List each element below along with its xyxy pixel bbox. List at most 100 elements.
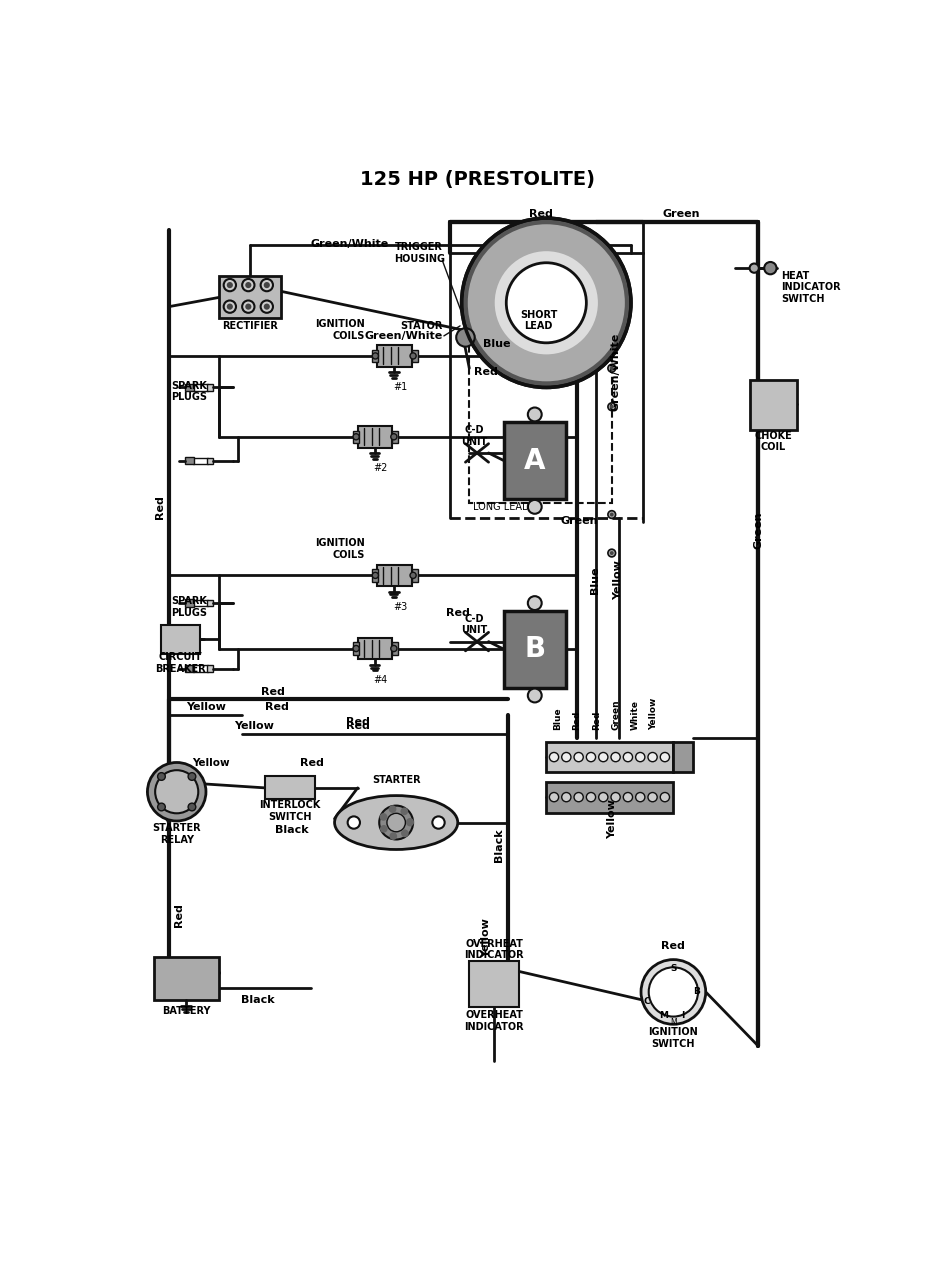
Text: Red: Red: [155, 495, 165, 519]
Circle shape: [391, 434, 397, 440]
Circle shape: [188, 803, 196, 810]
Circle shape: [410, 572, 416, 579]
Text: 125 HP (PRESTOLITE): 125 HP (PRESTOLITE): [360, 170, 595, 190]
Circle shape: [353, 434, 359, 440]
Bar: [469, 962, 520, 1007]
Bar: [392, 642, 398, 655]
Text: #2: #2: [373, 463, 388, 473]
Circle shape: [586, 753, 595, 762]
Circle shape: [260, 279, 273, 291]
Bar: [265, 776, 315, 799]
Bar: [185, 665, 194, 673]
Text: Red: Red: [529, 209, 553, 219]
Circle shape: [155, 770, 199, 813]
Text: Blue: Blue: [482, 338, 510, 349]
Text: SPARK
PLUGS: SPARK PLUGS: [172, 380, 207, 402]
Text: Black: Black: [275, 826, 309, 836]
Bar: [504, 422, 565, 499]
Circle shape: [379, 805, 413, 840]
Circle shape: [648, 967, 698, 1016]
Circle shape: [574, 792, 583, 801]
Bar: [193, 384, 208, 391]
Bar: [207, 600, 213, 607]
Text: IGNITION
COILS: IGNITION COILS: [315, 538, 366, 560]
Bar: [185, 384, 194, 392]
Text: Red: Red: [661, 941, 686, 950]
Text: A: A: [524, 446, 546, 474]
Bar: [161, 625, 200, 654]
Circle shape: [243, 279, 255, 291]
Bar: [411, 569, 418, 581]
Circle shape: [528, 500, 542, 514]
Text: TRIGGER
HOUSING: TRIGGER HOUSING: [394, 242, 445, 263]
Circle shape: [507, 263, 586, 343]
Bar: [750, 380, 797, 430]
Bar: [353, 642, 359, 655]
Text: Green: Green: [662, 209, 700, 219]
Bar: [504, 611, 565, 688]
Bar: [392, 431, 398, 443]
Text: M: M: [660, 1010, 669, 1020]
Bar: [193, 458, 208, 464]
Text: OVERHEAT
INDICATOR: OVERHEAT INDICATOR: [464, 939, 523, 960]
Bar: [193, 600, 208, 607]
Bar: [547, 742, 674, 772]
Text: INTERLOCK
SWITCH: INTERLOCK SWITCH: [259, 800, 321, 822]
Text: Red: Red: [573, 711, 581, 730]
Text: C-D
UNIT: C-D UNIT: [462, 614, 488, 636]
Circle shape: [608, 550, 616, 557]
Bar: [219, 276, 281, 318]
Circle shape: [227, 282, 233, 289]
Bar: [411, 350, 418, 363]
Circle shape: [391, 645, 397, 651]
Circle shape: [610, 366, 614, 370]
Text: Yellow: Yellow: [481, 918, 492, 958]
Bar: [674, 742, 692, 772]
Bar: [372, 569, 379, 581]
Text: Yellow: Yellow: [192, 758, 230, 768]
Circle shape: [158, 803, 165, 810]
Text: Red: Red: [346, 717, 369, 728]
Text: Green/White: Green/White: [610, 333, 620, 411]
Circle shape: [599, 753, 608, 762]
Text: #4: #4: [373, 675, 388, 686]
Circle shape: [406, 818, 414, 826]
Bar: [469, 310, 612, 502]
Circle shape: [372, 572, 379, 579]
Text: BATTERY: BATTERY: [161, 1006, 210, 1016]
Circle shape: [608, 510, 616, 519]
Circle shape: [389, 805, 397, 813]
Text: C-D
UNIT: C-D UNIT: [462, 425, 488, 446]
Text: Red: Red: [346, 721, 369, 731]
Text: STATOR: STATOR: [400, 321, 442, 331]
Text: S: S: [670, 964, 676, 973]
Bar: [357, 637, 392, 659]
Text: Green: Green: [611, 700, 620, 730]
Circle shape: [245, 282, 251, 289]
Circle shape: [586, 792, 595, 801]
Text: STARTER
RELAY: STARTER RELAY: [152, 823, 201, 845]
Text: Yellow: Yellow: [649, 698, 659, 730]
Ellipse shape: [335, 795, 458, 850]
Circle shape: [610, 513, 614, 516]
Circle shape: [550, 792, 559, 801]
Circle shape: [494, 251, 598, 355]
Circle shape: [528, 688, 542, 702]
Circle shape: [188, 772, 196, 780]
Circle shape: [467, 224, 625, 382]
Bar: [357, 426, 392, 448]
Text: M: M: [670, 1019, 676, 1028]
Circle shape: [661, 792, 670, 801]
Text: Black: Black: [494, 829, 504, 862]
Text: Red: Red: [592, 711, 601, 730]
Circle shape: [608, 403, 616, 411]
Circle shape: [264, 282, 270, 289]
Circle shape: [389, 832, 397, 840]
Text: STARTER: STARTER: [372, 775, 421, 785]
Bar: [185, 599, 194, 607]
Text: Black: Black: [241, 995, 274, 1005]
Text: CIRCUIT
BREAKER: CIRCUIT BREAKER: [155, 653, 206, 674]
Circle shape: [260, 300, 273, 313]
Text: IGNITION
SWITCH: IGNITION SWITCH: [648, 1028, 698, 1049]
Text: #3: #3: [393, 602, 407, 612]
